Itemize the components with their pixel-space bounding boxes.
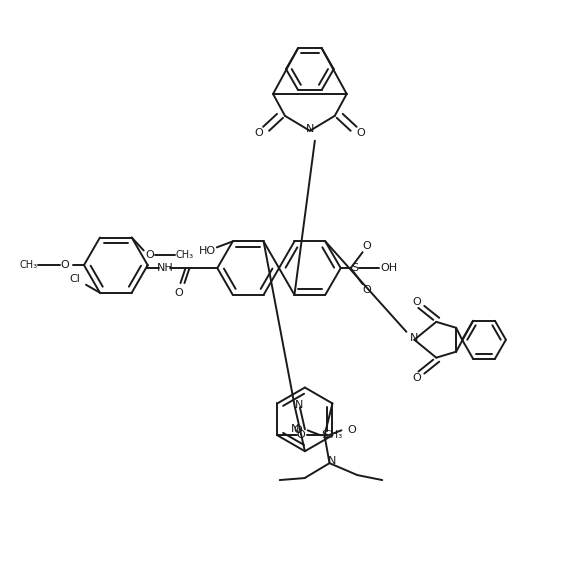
Text: O: O <box>362 241 371 251</box>
Text: NH: NH <box>157 263 174 273</box>
Text: OH: OH <box>380 263 397 273</box>
Text: O: O <box>61 260 69 270</box>
Text: O: O <box>297 430 306 440</box>
Text: CH₃: CH₃ <box>323 430 342 440</box>
Text: S: S <box>321 430 328 440</box>
Text: O: O <box>412 372 421 383</box>
Text: O: O <box>362 285 371 295</box>
Text: N: N <box>291 425 299 434</box>
Text: O: O <box>174 288 183 298</box>
Text: N: N <box>295 400 303 411</box>
Text: N: N <box>306 124 314 134</box>
Text: O: O <box>145 251 154 260</box>
Text: O: O <box>356 128 365 138</box>
Text: CH₃: CH₃ <box>19 260 37 270</box>
Text: O: O <box>293 425 302 436</box>
Text: N: N <box>328 456 337 466</box>
Text: O: O <box>347 425 356 436</box>
Text: O: O <box>412 297 421 307</box>
Text: S: S <box>351 263 358 273</box>
Text: O: O <box>255 128 264 138</box>
Text: Cl: Cl <box>70 274 81 284</box>
Text: N: N <box>410 333 418 343</box>
Text: HO: HO <box>200 246 217 256</box>
Text: CH₃: CH₃ <box>175 251 193 260</box>
